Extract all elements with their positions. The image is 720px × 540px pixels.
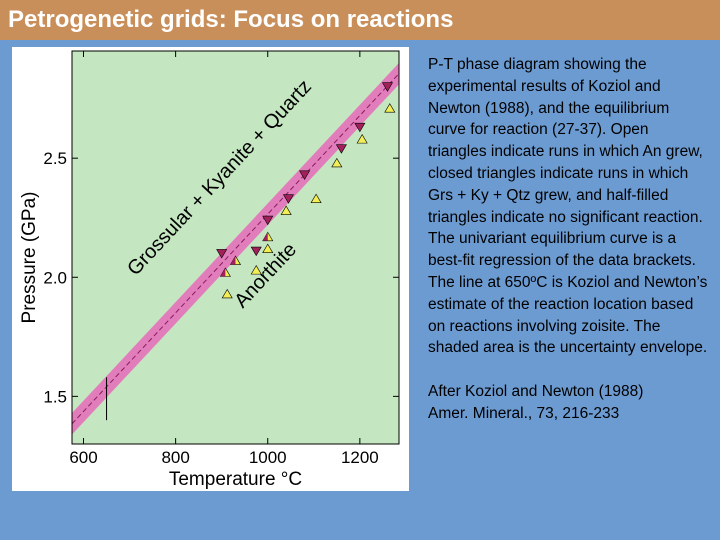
caption-block: P-T phase diagram showing the experiment… [428,54,710,425]
y-tick-label-2.5: 2.5 [43,149,67,168]
open-triangle-point [221,288,233,299]
citation-line-2: Amer. Mineral., 73, 216-233 [428,404,620,422]
plot-frame [71,50,400,445]
closed-triangle-point [250,246,262,257]
x-tick-label-1200: 1200 [341,448,379,467]
closed-triangle-point [381,82,394,92]
closed-triangle-point [335,144,347,154]
slide-title: Petrogenetic grids: Focus on reactions [8,6,454,33]
x-tick-label-1000: 1000 [249,448,287,467]
closed-triangle-point [354,122,366,133]
x-tick-label-600: 600 [69,448,97,467]
uncertainty-envelope [72,62,399,435]
y-axis-label: Pressure (GPa) [19,192,40,324]
x-tick-label-800: 800 [161,448,189,467]
y-tick-label-1.5: 1.5 [43,387,67,406]
open-triangle-point [250,265,262,275]
half-filled-triangle-fill [220,268,226,277]
closed-triangle-point [299,170,311,180]
half-filled-triangle-fill [230,256,236,265]
pt-phase-diagram: 600 800 1000 1200 1.5 2.0 2.5 Temperature °C Pre… [19,50,400,490]
open-triangle-point [384,103,396,113]
open-triangle-point [331,157,343,168]
closed-triangle-point [262,215,274,226]
open-triangle-point [310,193,322,203]
citation-line-1: After Koziol and Newton (1988) [428,383,644,401]
closed-triangle-point [216,249,228,259]
open-triangle-point [280,205,292,215]
closed-triangle-point [282,194,294,204]
caption-text: P-T phase diagram showing the experiment… [428,56,708,357]
y-tick-label-2: 2.0 [43,268,67,287]
open-triangle-point [262,243,274,253]
open-triangle-point [356,134,368,144]
x-axis-label: Temperature °C [169,469,302,490]
figure-panel: 600 800 1000 1200 1.5 2.0 2.5 Temperature °C Pre… [12,47,409,491]
title-bar: Petrogenetic grids: Focus on reactions [0,0,720,40]
half-filled-triangle-fill [262,232,268,241]
